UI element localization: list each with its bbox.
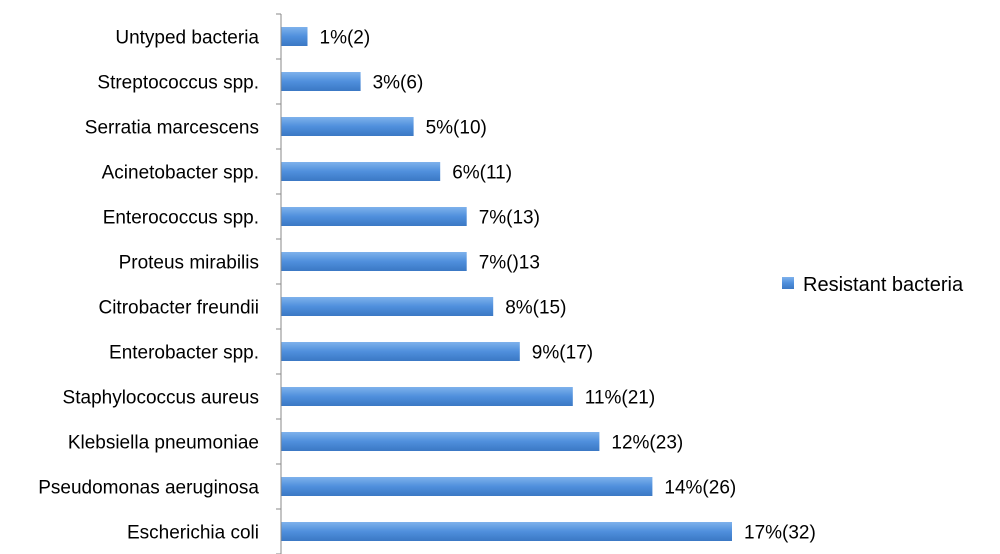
bars-group: [281, 27, 732, 541]
category-label: Untyped bacteria: [115, 28, 259, 49]
data-label: 14%(26): [664, 478, 736, 499]
y-axis-ticks: [276, 13, 281, 554]
data-label: 8%(15): [505, 298, 566, 319]
category-label: Staphylococcus aureus: [63, 388, 259, 409]
category-label: Acinetobacter spp.: [102, 163, 259, 184]
category-label: Proteus mirabilis: [119, 253, 259, 274]
data-label: 7%(13): [479, 208, 540, 229]
category-label: Klebsiella pneumoniae: [68, 433, 259, 454]
bar-streptococcus-spp: [281, 72, 361, 91]
legend: Resistant bacteria: [782, 274, 964, 296]
category-label: Pseudomonas aeruginosa: [38, 478, 259, 499]
data-label: 9%(17): [532, 343, 593, 364]
bar-staphylococcus-aureus: [281, 387, 573, 406]
category-label: Escherichia coli: [127, 523, 259, 544]
category-label: Citrobacter freundii: [98, 298, 259, 319]
bar-enterococcus-spp: [281, 207, 467, 226]
category-label: Streptococcus spp.: [97, 73, 259, 94]
bar-pseudomonas-aeruginosa: [281, 477, 653, 496]
data-label: 1%(2): [320, 28, 371, 49]
bar-enterobacter-spp: [281, 342, 520, 361]
bar-acinetobacter-spp: [281, 162, 441, 181]
data-label: 5%(10): [426, 118, 487, 139]
bar-untyped-bacteria: [281, 27, 308, 46]
legend-label: Resistant bacteria: [803, 274, 964, 296]
bar-serratia-marcescens: [281, 117, 414, 136]
bar-escherichia-coli: [281, 522, 732, 541]
category-label: Enterobacter spp.: [109, 343, 259, 364]
data-label: 11%(21): [585, 388, 655, 409]
data-label: 7%()13: [479, 253, 540, 274]
bar-proteus-mirabilis: [281, 252, 467, 271]
data-label: 6%(11): [452, 163, 512, 184]
category-labels: Untyped bacteria Streptococcus spp. Serrat…: [38, 28, 259, 544]
legend-swatch: [782, 277, 794, 289]
category-label: Enterococcus spp.: [103, 208, 259, 229]
data-labels: 1%(2) 3%(6) 5%(10) 6%(11) 7%(13) 7%()13 8%(15)…: [320, 28, 816, 544]
data-label: 12%(23): [611, 433, 683, 454]
bar-klebsiella-pneumoniae: [281, 432, 600, 451]
bar-citrobacter-freundii: [281, 297, 494, 316]
data-label: 17%(32): [744, 523, 816, 544]
data-label: 3%(6): [373, 73, 424, 94]
category-label: Serratia marcescens: [85, 118, 259, 139]
